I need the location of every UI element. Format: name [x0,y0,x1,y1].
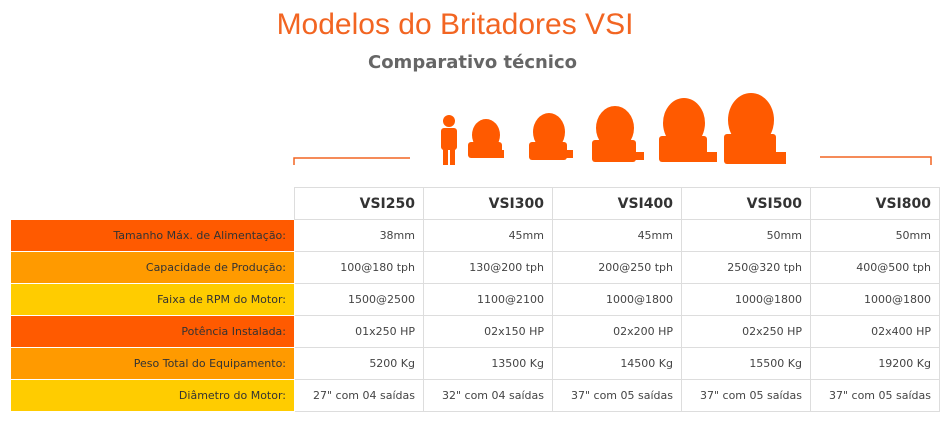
cell: 37" com 05 saídas [810,379,940,412]
bracket-left [293,157,410,165]
cell: 45mm [552,219,682,252]
comparison-table: VSI250 VSI300 VSI400 VSI500 VSI800 Tamanho Má… [10,187,940,412]
cell: 1100@2100 [423,283,553,316]
cell: 38mm [294,219,424,252]
row-label: Capacidade de Produção: [10,251,295,284]
row: Peso Total do Equipamento: 5200 Kg 13500 K… [10,347,940,380]
cell: 27" com 04 saídas [294,379,424,412]
icons [293,93,932,165]
cell: 1500@2500 [294,283,424,316]
cell: 15500 Kg [681,347,811,380]
row: Potência Instalada: 01x250 HP 02x150 HP 02x… [10,315,940,348]
cell: 50mm [681,219,811,252]
cell: 1000@1800 [552,283,682,316]
row-label: Faixa de RPM do Motor: [10,283,295,316]
column-header: VSI500 [681,187,811,220]
row-label: Diâmetro do Motor: [10,379,295,412]
header-row: VSI250 VSI300 VSI400 VSI500 VSI800 [11,187,940,220]
cell: 13500 Kg [423,347,553,380]
cell: 45mm [423,219,553,252]
cell: 02x400 HP [810,315,940,348]
cell: 02x250 HP [681,315,811,348]
bracket-right [820,156,932,165]
cell: 200@250 tph [552,251,682,284]
cell: 400@500 tph [810,251,940,284]
row-label: Potência Instalada: [10,315,295,348]
cell: 100@180 tph [294,251,424,284]
machine-icons [441,93,786,165]
cell: 14500 Kg [552,347,682,380]
cell: 02x200 HP [552,315,682,348]
column-header: VSI300 [423,187,553,220]
column-header: VSI800 [810,187,940,220]
cell: 32" com 04 saídas [423,379,553,412]
cell: 130@200 tph [423,251,553,284]
cell: 37" com 05 saídas [681,379,811,412]
row-label: Peso Total do Equipamento: [10,347,295,380]
cell: 02x150 HP [423,315,553,348]
column-header: VSI400 [552,187,682,220]
cell: 250@320 tph [681,251,811,284]
cell: 19200 Kg [810,347,940,380]
cell: 37" com 05 saídas [552,379,682,412]
column-header: VSI250 [294,187,424,220]
cell: 50mm [810,219,940,252]
title: Modelos do Britadores VSI [276,8,634,41]
row: Tamanho Máx. de Alimentação: 38mm 45mm 45mm… [10,219,940,252]
row-label: Tamanho Máx. de Alimentação: [10,219,295,252]
row: Capacidade de Produção: 100@180 tph 130@20… [10,251,940,284]
cell: 1000@1800 [810,283,940,316]
cell: 1000@1800 [681,283,811,316]
row: Diâmetro do Motor: 27" com 04 saídas 32" c… [10,379,940,412]
cell: 01x250 HP [294,315,424,348]
cell: 5200 Kg [294,347,424,380]
corner [11,188,295,220]
subtitle: Comparativo técnico [367,52,578,73]
row: Faixa de RPM do Motor: 1500@2500 1100@2100… [10,283,940,316]
